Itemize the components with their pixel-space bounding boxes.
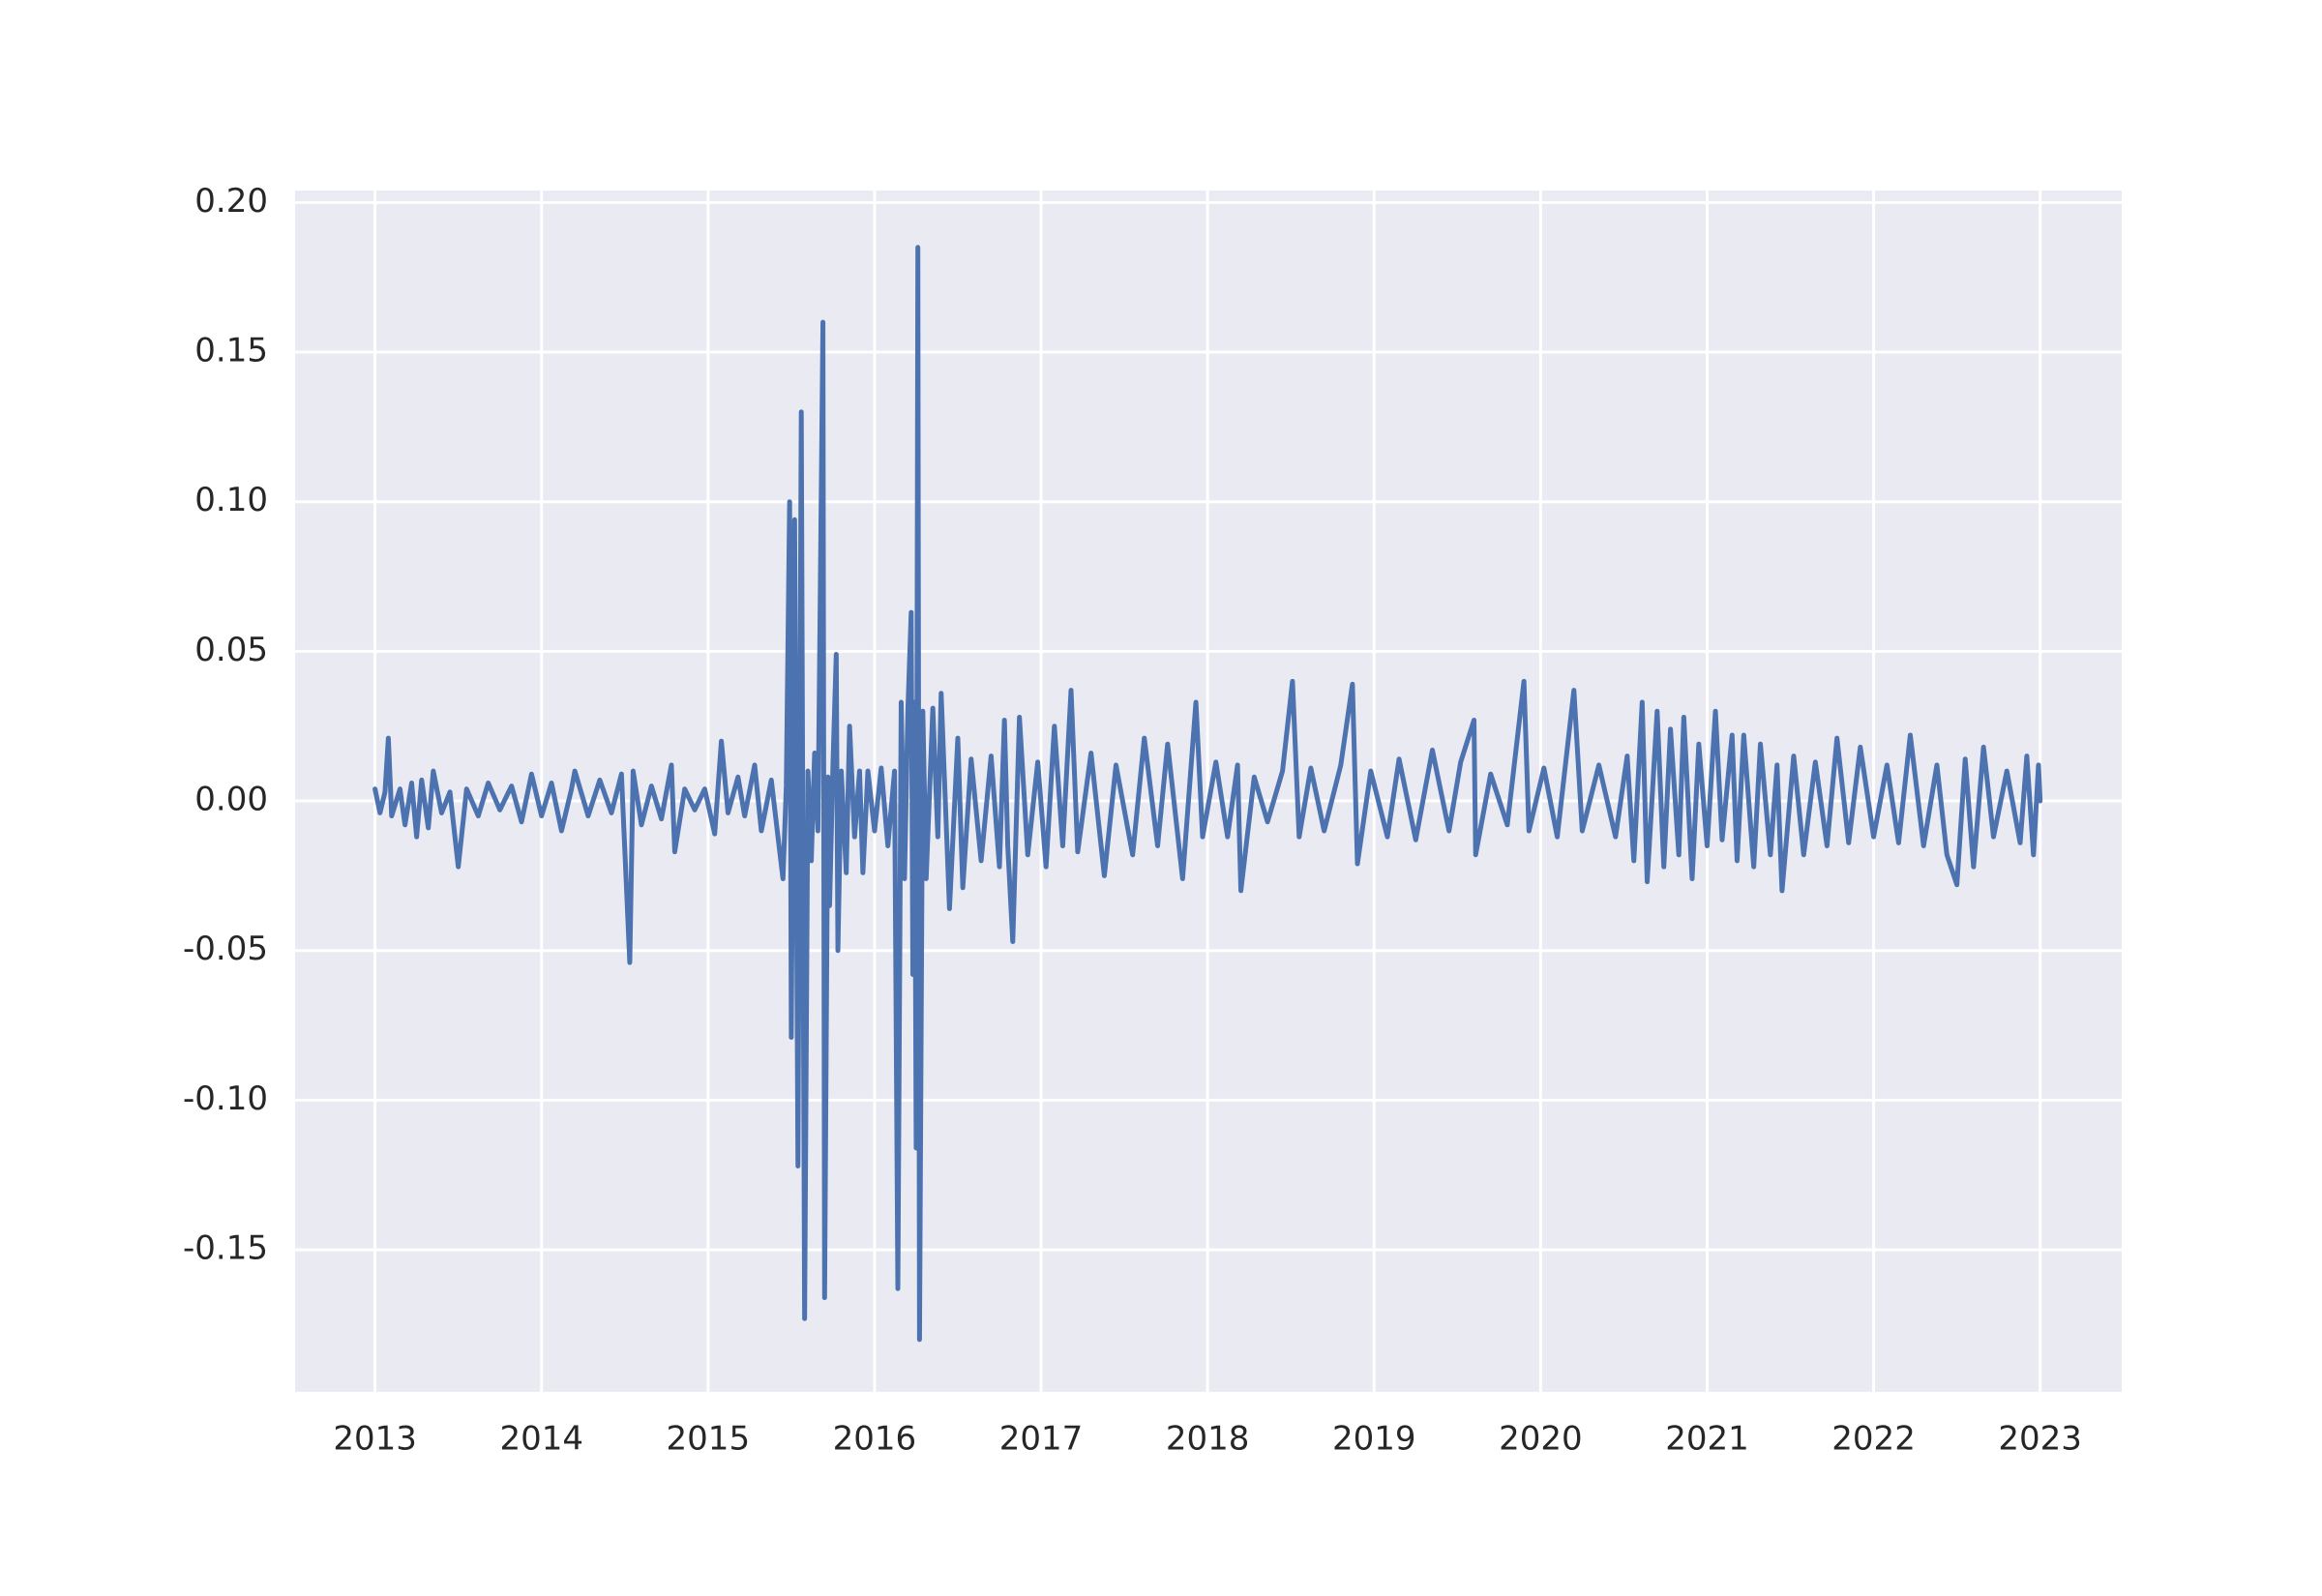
series-line bbox=[372, 245, 2043, 1343]
x-tick-label: 2014 bbox=[499, 1420, 583, 1459]
x-tick-label: 2023 bbox=[1998, 1420, 2082, 1459]
x-tick-label: 2020 bbox=[1499, 1420, 1583, 1459]
x-tick-label: 2021 bbox=[1665, 1420, 1749, 1459]
x-tick-label: 2015 bbox=[667, 1420, 751, 1459]
y-tick-label: 0.15 bbox=[194, 332, 268, 370]
y-tick-label: -0.15 bbox=[183, 1229, 268, 1268]
x-tick-label: 2018 bbox=[1166, 1420, 1250, 1459]
x-tick-label: 2013 bbox=[333, 1420, 417, 1459]
x-tick-label: 2016 bbox=[833, 1420, 917, 1459]
y-tick-label: -0.10 bbox=[183, 1079, 268, 1118]
x-tick-label: 2017 bbox=[999, 1420, 1084, 1459]
y-tick-label: -0.05 bbox=[183, 930, 268, 968]
y-tick-label: 0.20 bbox=[194, 182, 268, 221]
y-tick-label: 0.00 bbox=[194, 781, 268, 819]
x-tick-label: 2022 bbox=[1831, 1420, 1916, 1459]
y-tick-label: 0.05 bbox=[194, 631, 268, 669]
y-tick-label: 0.10 bbox=[194, 481, 268, 519]
x-tick-label: 2019 bbox=[1332, 1420, 1416, 1459]
